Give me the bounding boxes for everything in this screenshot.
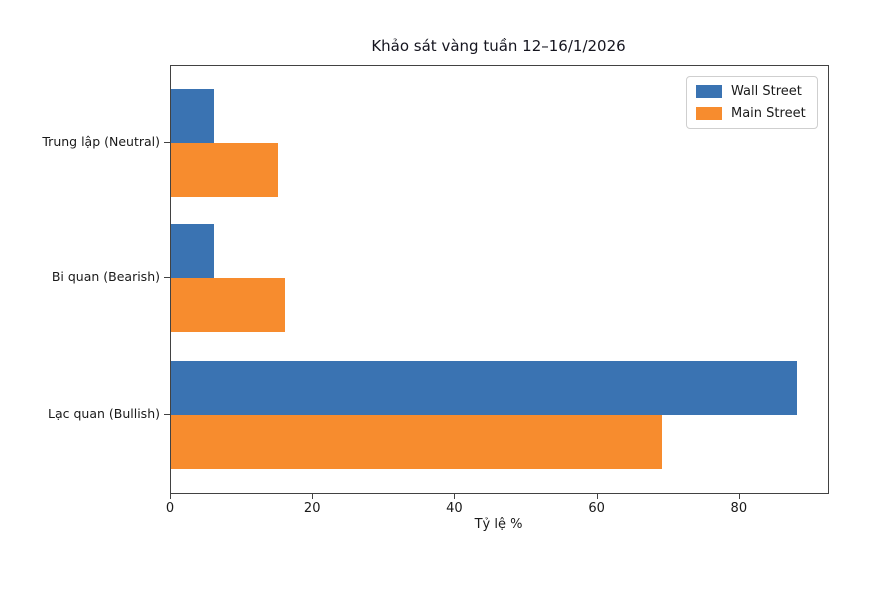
- category-label: Bi quan (Bearish): [51, 269, 160, 284]
- x-tick-mark: [738, 493, 740, 499]
- legend-item: Wall Street: [696, 84, 806, 99]
- bar-wall-street-1: [171, 224, 214, 278]
- x-tick-mark: [312, 493, 314, 499]
- legend-label: Wall Street: [731, 84, 802, 99]
- bar-wall-street-2: [171, 361, 797, 415]
- y-tick-mark: [164, 414, 170, 415]
- chart-title: Khảo sát vàng tuần 12–16/1/2026: [371, 37, 626, 55]
- bar-main-street-2: [171, 415, 662, 469]
- y-tick-mark: [164, 142, 170, 143]
- legend-label: Main Street: [731, 106, 806, 121]
- x-axis-label: Tỷ lệ %: [474, 517, 523, 532]
- y-tick-mark: [164, 277, 170, 278]
- category-label: Lạc quan (Bullish): [48, 406, 160, 421]
- x-tick-label: 0: [165, 501, 175, 516]
- x-tick-label: 40: [446, 501, 463, 516]
- legend-swatch-icon: [696, 85, 722, 98]
- legend-item: Main Street: [696, 106, 806, 121]
- bar-wall-street-0: [171, 89, 214, 143]
- x-tick-mark: [170, 493, 171, 499]
- category-label: Trung lập (Neutral): [42, 134, 160, 149]
- x-tick-mark: [596, 493, 598, 499]
- x-tick-label: 20: [303, 501, 321, 516]
- x-tick-label: 60: [588, 501, 605, 516]
- x-tick-mark: [454, 493, 456, 499]
- legend: Wall Street Main Street: [686, 76, 818, 129]
- legend-swatch-icon: [696, 107, 722, 120]
- plot-area: [170, 65, 829, 494]
- bar-main-street-1: [171, 278, 285, 332]
- bar-main-street-0: [171, 143, 278, 197]
- x-tick-label: 80: [730, 501, 748, 516]
